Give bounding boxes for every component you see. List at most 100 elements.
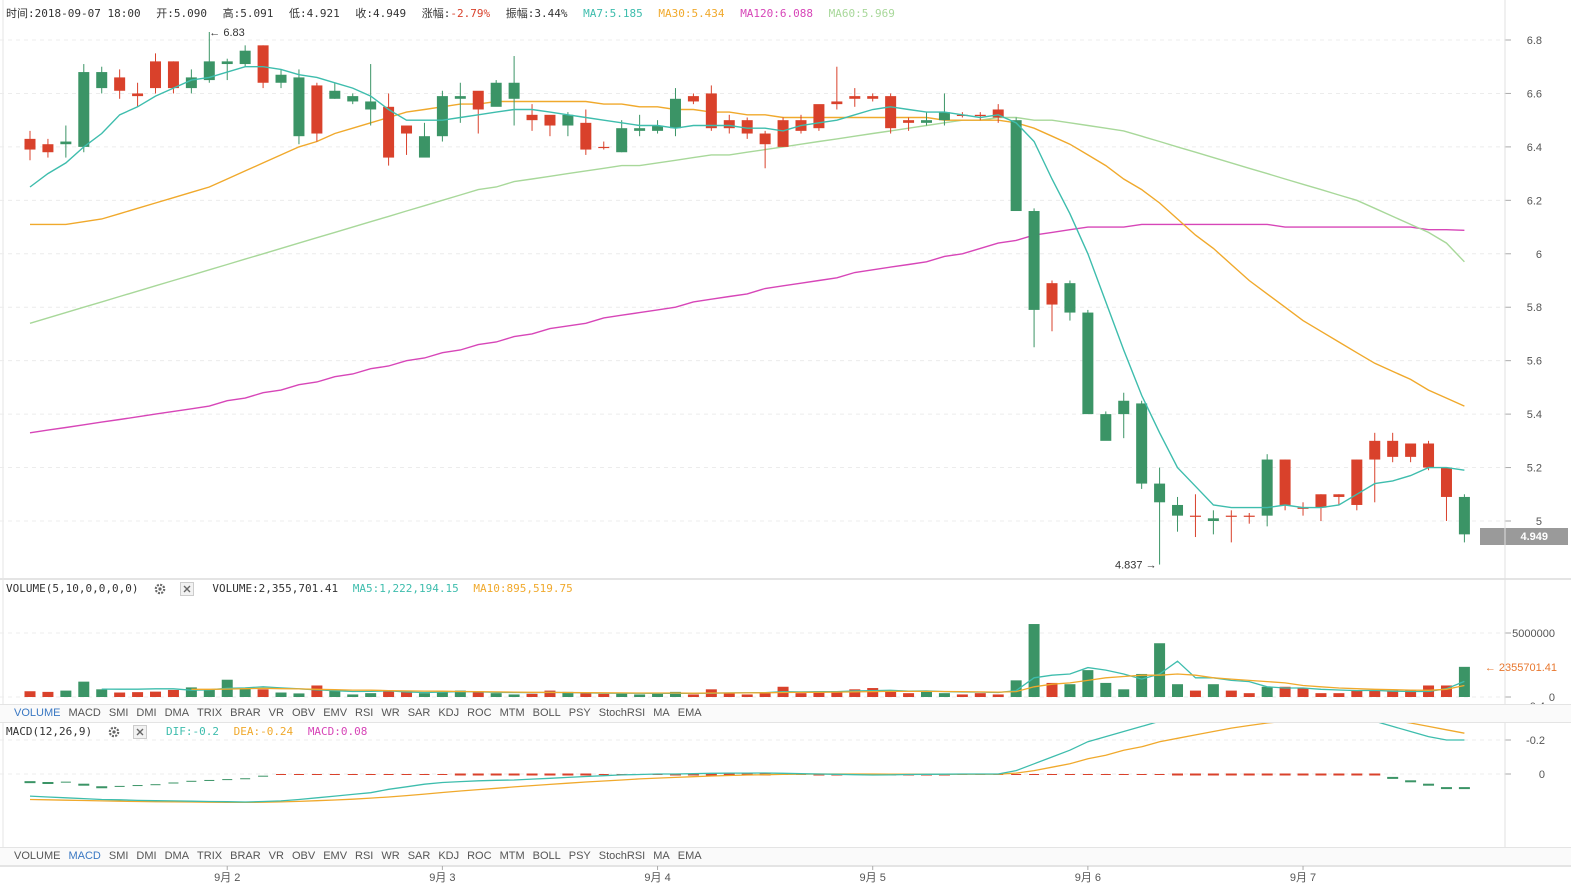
macd-tab-brar[interactable]: BRAR	[230, 850, 261, 862]
candle	[347, 93, 359, 105]
volume-bar	[114, 692, 126, 697]
macd-tab-macd[interactable]: MACD	[68, 850, 101, 862]
volume-tab-emv[interactable]: EMV	[323, 707, 348, 719]
candle-body	[562, 114, 574, 126]
candle-body	[1082, 312, 1094, 415]
candle	[114, 69, 126, 99]
macd-histogram-bar	[132, 785, 143, 787]
volume-tab-ma[interactable]: MA	[653, 707, 670, 719]
volume-tab-dmi[interactable]: DMI	[136, 707, 157, 719]
candle	[221, 58, 233, 81]
candle-body	[1243, 515, 1255, 517]
macd-tab-smi[interactable]: SMI	[108, 850, 129, 862]
macd-header: MACD(12,26,9) DIF:-0.2 DEA:-0.24 MACD:0.…	[6, 724, 375, 740]
volume-bar	[329, 689, 341, 697]
macd-tab-dma[interactable]: DMA	[164, 850, 190, 862]
volume-bar	[687, 694, 699, 697]
macd-tab-ma[interactable]: MA	[653, 850, 670, 862]
macd-tab-wr[interactable]: WR	[381, 850, 400, 862]
macd-value: MACD:0.08	[307, 725, 368, 738]
macd-histogram-bar	[544, 773, 556, 776]
volume-settings-gear-icon[interactable]	[153, 582, 167, 596]
macd-histogram-bar	[78, 783, 90, 786]
candle	[777, 117, 789, 147]
candle-body	[185, 77, 197, 89]
time-label: 时间:	[6, 7, 35, 20]
candle	[78, 64, 90, 153]
macd-close-icon[interactable]	[133, 725, 148, 739]
volume-tab-obv[interactable]: OBV	[291, 707, 316, 719]
macd-tab-boll[interactable]: BOLL	[532, 850, 561, 862]
macd-tab-psy[interactable]: PSY	[568, 850, 591, 862]
volume-bar	[1010, 680, 1022, 697]
macd-tab-dmi[interactable]: DMI	[136, 850, 157, 862]
candle-body	[1046, 283, 1058, 305]
volume-bar	[938, 693, 950, 697]
macd-histogram-bar	[1207, 773, 1219, 776]
macd-tick-label: -0.2	[1526, 735, 1545, 747]
volume-bar	[454, 690, 466, 697]
date-tick-label: 9月 4	[644, 872, 670, 884]
volume-tab-roc[interactable]: ROC	[467, 707, 492, 719]
volume-tab-macd[interactable]: MACD	[68, 707, 101, 719]
volume-tab-volume[interactable]: VOLUME	[14, 707, 61, 719]
macd-settings-gear-icon[interactable]	[107, 725, 121, 739]
volume-tab-boll[interactable]: BOLL	[532, 707, 561, 719]
candle	[813, 104, 825, 131]
macd-tab-stochrsi[interactable]: StochRSI	[598, 850, 646, 862]
volume-bar	[526, 693, 538, 697]
macd-tab-kdj[interactable]: KDJ	[438, 850, 460, 862]
volume-tab-smi[interactable]: SMI	[108, 707, 129, 719]
candle-body	[903, 120, 915, 123]
candle-body	[1189, 515, 1201, 517]
date-tick-label: 9月 5	[860, 872, 886, 884]
volume-tab-trix[interactable]: TRIX	[197, 707, 223, 719]
candle	[849, 88, 861, 107]
macd-tab-ema[interactable]: EMA	[677, 850, 702, 862]
macd-tab-roc[interactable]: ROC	[467, 850, 492, 862]
macd-tab-sar[interactable]: SAR	[407, 850, 431, 862]
volume-tab-psy[interactable]: PSY	[568, 707, 591, 719]
price-tick-label: 5	[1536, 516, 1542, 528]
volume-bar	[1207, 684, 1219, 697]
candle-body	[1010, 120, 1022, 212]
macd-tab-rsi[interactable]: RSI	[355, 850, 374, 862]
macd-histogram-bar	[472, 773, 484, 776]
volume-bar	[1225, 690, 1237, 697]
price-tick-label: 6.2	[1527, 195, 1542, 207]
volume-bar	[167, 689, 179, 697]
volume-bar	[795, 693, 807, 697]
macd-histogram-bar	[258, 775, 269, 777]
volume-tab-ema[interactable]: EMA	[677, 707, 702, 719]
volume-tab-brar[interactable]: BRAR	[230, 707, 261, 719]
macd-tab-volume[interactable]: VOLUME	[14, 850, 61, 862]
volume-bar	[1333, 693, 1345, 697]
volume-tab-wr[interactable]: WR	[381, 707, 400, 719]
volume-bar	[634, 694, 646, 697]
close-info: 收:4.949	[355, 7, 406, 20]
volume-bar	[418, 693, 430, 697]
macd-tab-mtm[interactable]: MTM	[499, 850, 525, 862]
volume-tab-sar[interactable]: SAR	[407, 707, 431, 719]
volume-tab-rsi[interactable]: RSI	[355, 707, 374, 719]
candle	[454, 82, 466, 123]
volume-tab-dma[interactable]: DMA	[164, 707, 190, 719]
volume-bar	[1172, 684, 1184, 697]
volume-tab-vr[interactable]: VR	[268, 707, 284, 719]
volume-close-icon[interactable]	[179, 582, 194, 596]
volume-bar	[741, 694, 753, 697]
candle-body	[921, 120, 932, 123]
volume-tab-stochrsi[interactable]: StochRSI	[598, 707, 646, 719]
volume-bar	[293, 693, 305, 697]
macd-tab-emv[interactable]: EMV	[323, 850, 348, 862]
volume-tab-mtm[interactable]: MTM	[499, 707, 525, 719]
macd-tab-vr[interactable]: VR	[268, 850, 284, 862]
macd-tab-obv[interactable]: OBV	[291, 850, 316, 862]
macd-histogram-bar	[240, 778, 251, 780]
volume-bar	[867, 688, 879, 697]
candle-body	[652, 125, 664, 131]
macd-tab-trix[interactable]: TRIX	[197, 850, 223, 862]
volume-tab-kdj[interactable]: KDJ	[438, 707, 460, 719]
